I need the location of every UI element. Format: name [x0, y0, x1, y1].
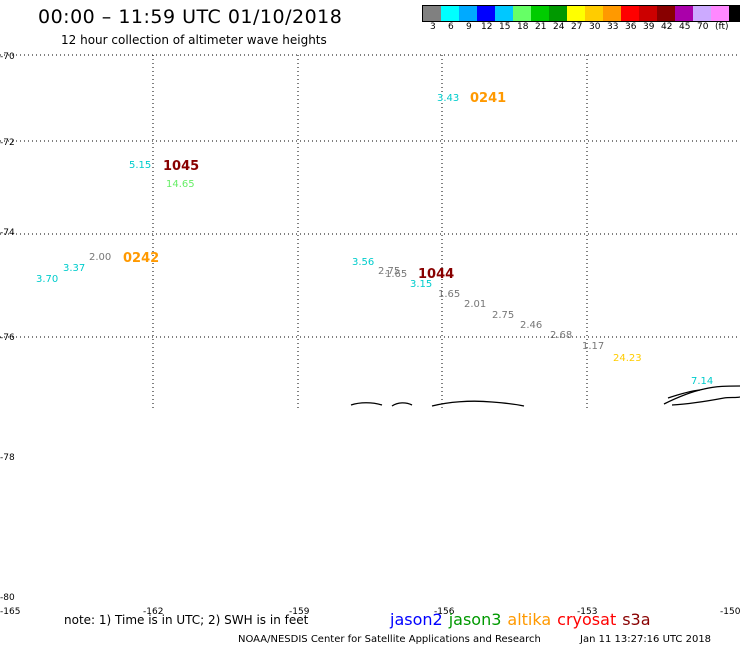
- coastline-segment: [671, 396, 740, 406]
- legend-swatch: [549, 6, 567, 21]
- satellite-legend-item: jason2: [390, 610, 443, 629]
- wave-height-value: 24.23: [613, 353, 642, 364]
- coastline-segment: [350, 402, 383, 406]
- legend-label: 27: [571, 22, 583, 32]
- longitude-label: -165: [0, 607, 21, 617]
- latitude-label: -70: [0, 52, 15, 62]
- wave-height-value: 3.43: [437, 93, 460, 104]
- legend-label: 6: [448, 22, 454, 32]
- latitude-label: -74: [0, 228, 15, 238]
- map-subtitle: 12 hour collection of altimeter wave hei…: [61, 33, 327, 47]
- wave-height-value: 1.65: [385, 269, 408, 280]
- satellite-legend-item: jason3: [448, 610, 502, 629]
- wave-height-value: 5.15: [129, 160, 152, 171]
- legend-swatch: [495, 6, 513, 21]
- credit-line: NOAA/NESDIS Center for Satellite Applica…: [238, 634, 541, 645]
- legend-swatch: [729, 6, 740, 21]
- coastline-segment: [667, 389, 701, 399]
- legend-swatch: [567, 6, 585, 21]
- wave-height-value: 2.46: [520, 320, 543, 331]
- longitude-label: -153: [577, 607, 598, 617]
- legend-label: 36: [625, 22, 637, 32]
- legend-label: 12: [481, 22, 493, 32]
- legend-swatch: [423, 6, 441, 21]
- legend-label: 9: [466, 22, 472, 32]
- legend-swatch: [603, 6, 621, 21]
- legend-label: 33: [607, 22, 619, 32]
- legend-label: 39: [643, 22, 655, 32]
- legend-swatch: [585, 6, 603, 21]
- coastline-segment: [663, 385, 740, 405]
- generated-timestamp: Jan 11 13:27:16 UTC 2018: [580, 634, 712, 645]
- map-title: 00:00 – 11:59 UTC 01/10/2018: [38, 6, 343, 28]
- footer-note: note: 1) Time is in UTC; 2) SWH is in fe…: [64, 613, 309, 627]
- latitude-label: -80: [0, 593, 15, 603]
- wave-height-value: 2.68: [550, 330, 573, 341]
- legend-swatch: [675, 6, 693, 21]
- latitude-label: -76: [0, 333, 15, 343]
- latitude-label: -72: [0, 138, 15, 148]
- legend-swatch: [639, 6, 657, 21]
- wave-height-value: 2.01: [464, 299, 487, 310]
- longitude-label: -162: [143, 607, 164, 617]
- satellite-legend-item: s3a: [622, 610, 651, 629]
- pass-id-label: 0241: [470, 91, 507, 106]
- graticule: [0, 54, 740, 408]
- longitude-label: -150: [720, 607, 740, 617]
- longitude-label: -159: [289, 607, 310, 617]
- legend-label: 42: [661, 22, 673, 32]
- legend-label: 70: [697, 22, 709, 32]
- wave-height-value: 3.37: [63, 263, 86, 274]
- legend-label: 45: [679, 22, 691, 32]
- wave-height-value: 3.15: [410, 279, 433, 290]
- longitude-label: -156: [434, 607, 455, 617]
- legend-swatch: [459, 6, 477, 21]
- satellite-legend: jason2 jason3 altika cryosat s3a: [390, 610, 651, 629]
- legend-swatch: [657, 6, 675, 21]
- latitude-label: -78: [0, 453, 15, 463]
- legend-swatch: [441, 6, 459, 21]
- legend-label: 21: [535, 22, 547, 32]
- pass-id-label: 1045: [163, 159, 200, 174]
- wave-height-value: 2.75: [492, 310, 515, 321]
- wave-height-value: 1.65: [438, 289, 461, 300]
- wave-height-value: 3.70: [36, 274, 59, 285]
- pass-id-label: 1044: [418, 267, 455, 282]
- legend-swatch: [693, 6, 711, 21]
- legend-swatch: [477, 6, 495, 21]
- wave-height-value: 3.56: [352, 257, 375, 268]
- coastline-segment: [431, 400, 525, 407]
- legend-label: 18: [517, 22, 529, 32]
- wave-height-value: 2.00: [89, 252, 112, 263]
- legend-label: 3: [430, 22, 436, 32]
- satellite-legend-item: cryosat: [557, 610, 617, 629]
- legend-label: 15: [499, 22, 511, 32]
- legend-label: (ft): [715, 22, 729, 32]
- legend-label: 24: [553, 22, 565, 32]
- wave-height-value: 14.65: [166, 179, 195, 190]
- pass-id-label: 0242: [123, 251, 160, 266]
- legend-swatch: [621, 6, 639, 21]
- wave-height-value: 7.14: [691, 376, 714, 387]
- legend-swatch: [513, 6, 531, 21]
- wave-height-value: 2.75: [378, 266, 401, 277]
- legend-label: 30: [589, 22, 601, 32]
- satellite-legend-item: altika: [507, 610, 552, 629]
- legend-swatch: [711, 6, 729, 21]
- wave-height-value: 1.17: [582, 341, 605, 352]
- coastline-segment: [391, 402, 413, 407]
- color-scale-legend: [422, 5, 740, 22]
- coastline: [350, 385, 740, 407]
- legend-swatch: [531, 6, 549, 21]
